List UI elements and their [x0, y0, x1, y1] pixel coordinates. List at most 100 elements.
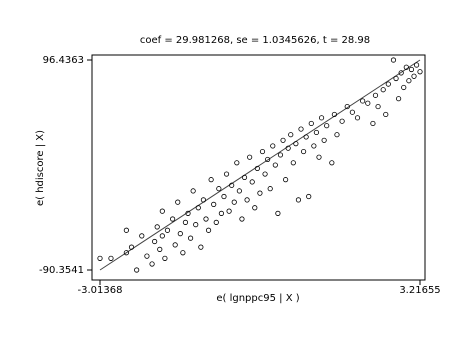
point [272, 162, 278, 168]
point [249, 179, 255, 185]
point [252, 205, 258, 211]
point [306, 193, 312, 200]
point [408, 66, 415, 73]
point [208, 177, 214, 183]
point [128, 244, 135, 250]
point [411, 73, 417, 79]
point [396, 96, 402, 102]
point [316, 154, 322, 160]
point [159, 233, 165, 239]
point [241, 174, 248, 181]
point [231, 199, 237, 205]
point [401, 84, 407, 91]
point [398, 70, 404, 76]
point [164, 227, 171, 233]
point [254, 165, 260, 172]
point [393, 75, 399, 82]
point [205, 227, 212, 233]
point [257, 190, 263, 196]
point [177, 231, 183, 237]
chart-title: coef = 29.981268, se = 1.0345626, t = 28… [140, 35, 370, 46]
point [226, 208, 232, 214]
y-tick-label: 96.4363 [43, 55, 84, 66]
y-axis-label: e( hdiscore | X) [35, 130, 46, 206]
x-tick-label: -3.01368 [78, 285, 123, 296]
point [406, 78, 412, 84]
point [182, 219, 189, 225]
plot-frame [91, 54, 426, 281]
point [97, 255, 103, 261]
point [267, 186, 273, 192]
point [162, 255, 168, 261]
point [187, 235, 194, 241]
point [370, 120, 376, 127]
point [180, 250, 186, 256]
point [293, 141, 299, 147]
point [298, 126, 304, 132]
point [123, 227, 129, 233]
fit-line [99, 59, 421, 271]
point [185, 210, 191, 216]
point [159, 208, 165, 214]
point [149, 261, 155, 267]
point [277, 152, 284, 158]
point [229, 182, 235, 188]
point [354, 115, 361, 121]
point [190, 188, 196, 194]
point [123, 250, 129, 256]
point [313, 129, 320, 136]
point [390, 57, 397, 63]
point [329, 160, 335, 166]
point [108, 255, 114, 261]
point [259, 148, 266, 155]
point [280, 137, 286, 143]
point [383, 111, 389, 118]
point [385, 81, 391, 87]
point [417, 69, 423, 75]
point [200, 197, 207, 203]
point [321, 137, 327, 143]
point [288, 132, 294, 138]
point [295, 197, 302, 203]
point [198, 244, 204, 250]
point [372, 92, 379, 98]
point [203, 216, 209, 222]
point [275, 210, 281, 216]
point [290, 160, 296, 166]
point [360, 98, 366, 104]
point [365, 100, 371, 106]
point [175, 199, 181, 205]
point [303, 134, 309, 140]
x-axis-label: e( lgnppc95 | X ) [216, 293, 299, 304]
point [262, 171, 268, 177]
point [375, 103, 381, 110]
point [331, 111, 338, 118]
point [134, 267, 140, 273]
point [152, 238, 158, 245]
point [349, 109, 355, 115]
point [213, 219, 219, 225]
point [247, 154, 253, 160]
point [223, 171, 230, 177]
point [211, 201, 217, 207]
point [236, 188, 242, 194]
point [195, 205, 201, 211]
point [334, 132, 340, 138]
point [344, 103, 350, 110]
point [339, 118, 345, 124]
point [221, 193, 227, 200]
point [413, 62, 420, 68]
point [265, 156, 271, 163]
point [193, 222, 199, 228]
point [311, 143, 317, 149]
point [172, 242, 178, 248]
point [144, 253, 150, 259]
point [300, 148, 307, 155]
point [270, 143, 276, 149]
point [308, 120, 314, 127]
point [154, 224, 160, 230]
point [216, 186, 222, 192]
point [285, 145, 291, 151]
point [283, 177, 289, 183]
point [324, 123, 330, 129]
